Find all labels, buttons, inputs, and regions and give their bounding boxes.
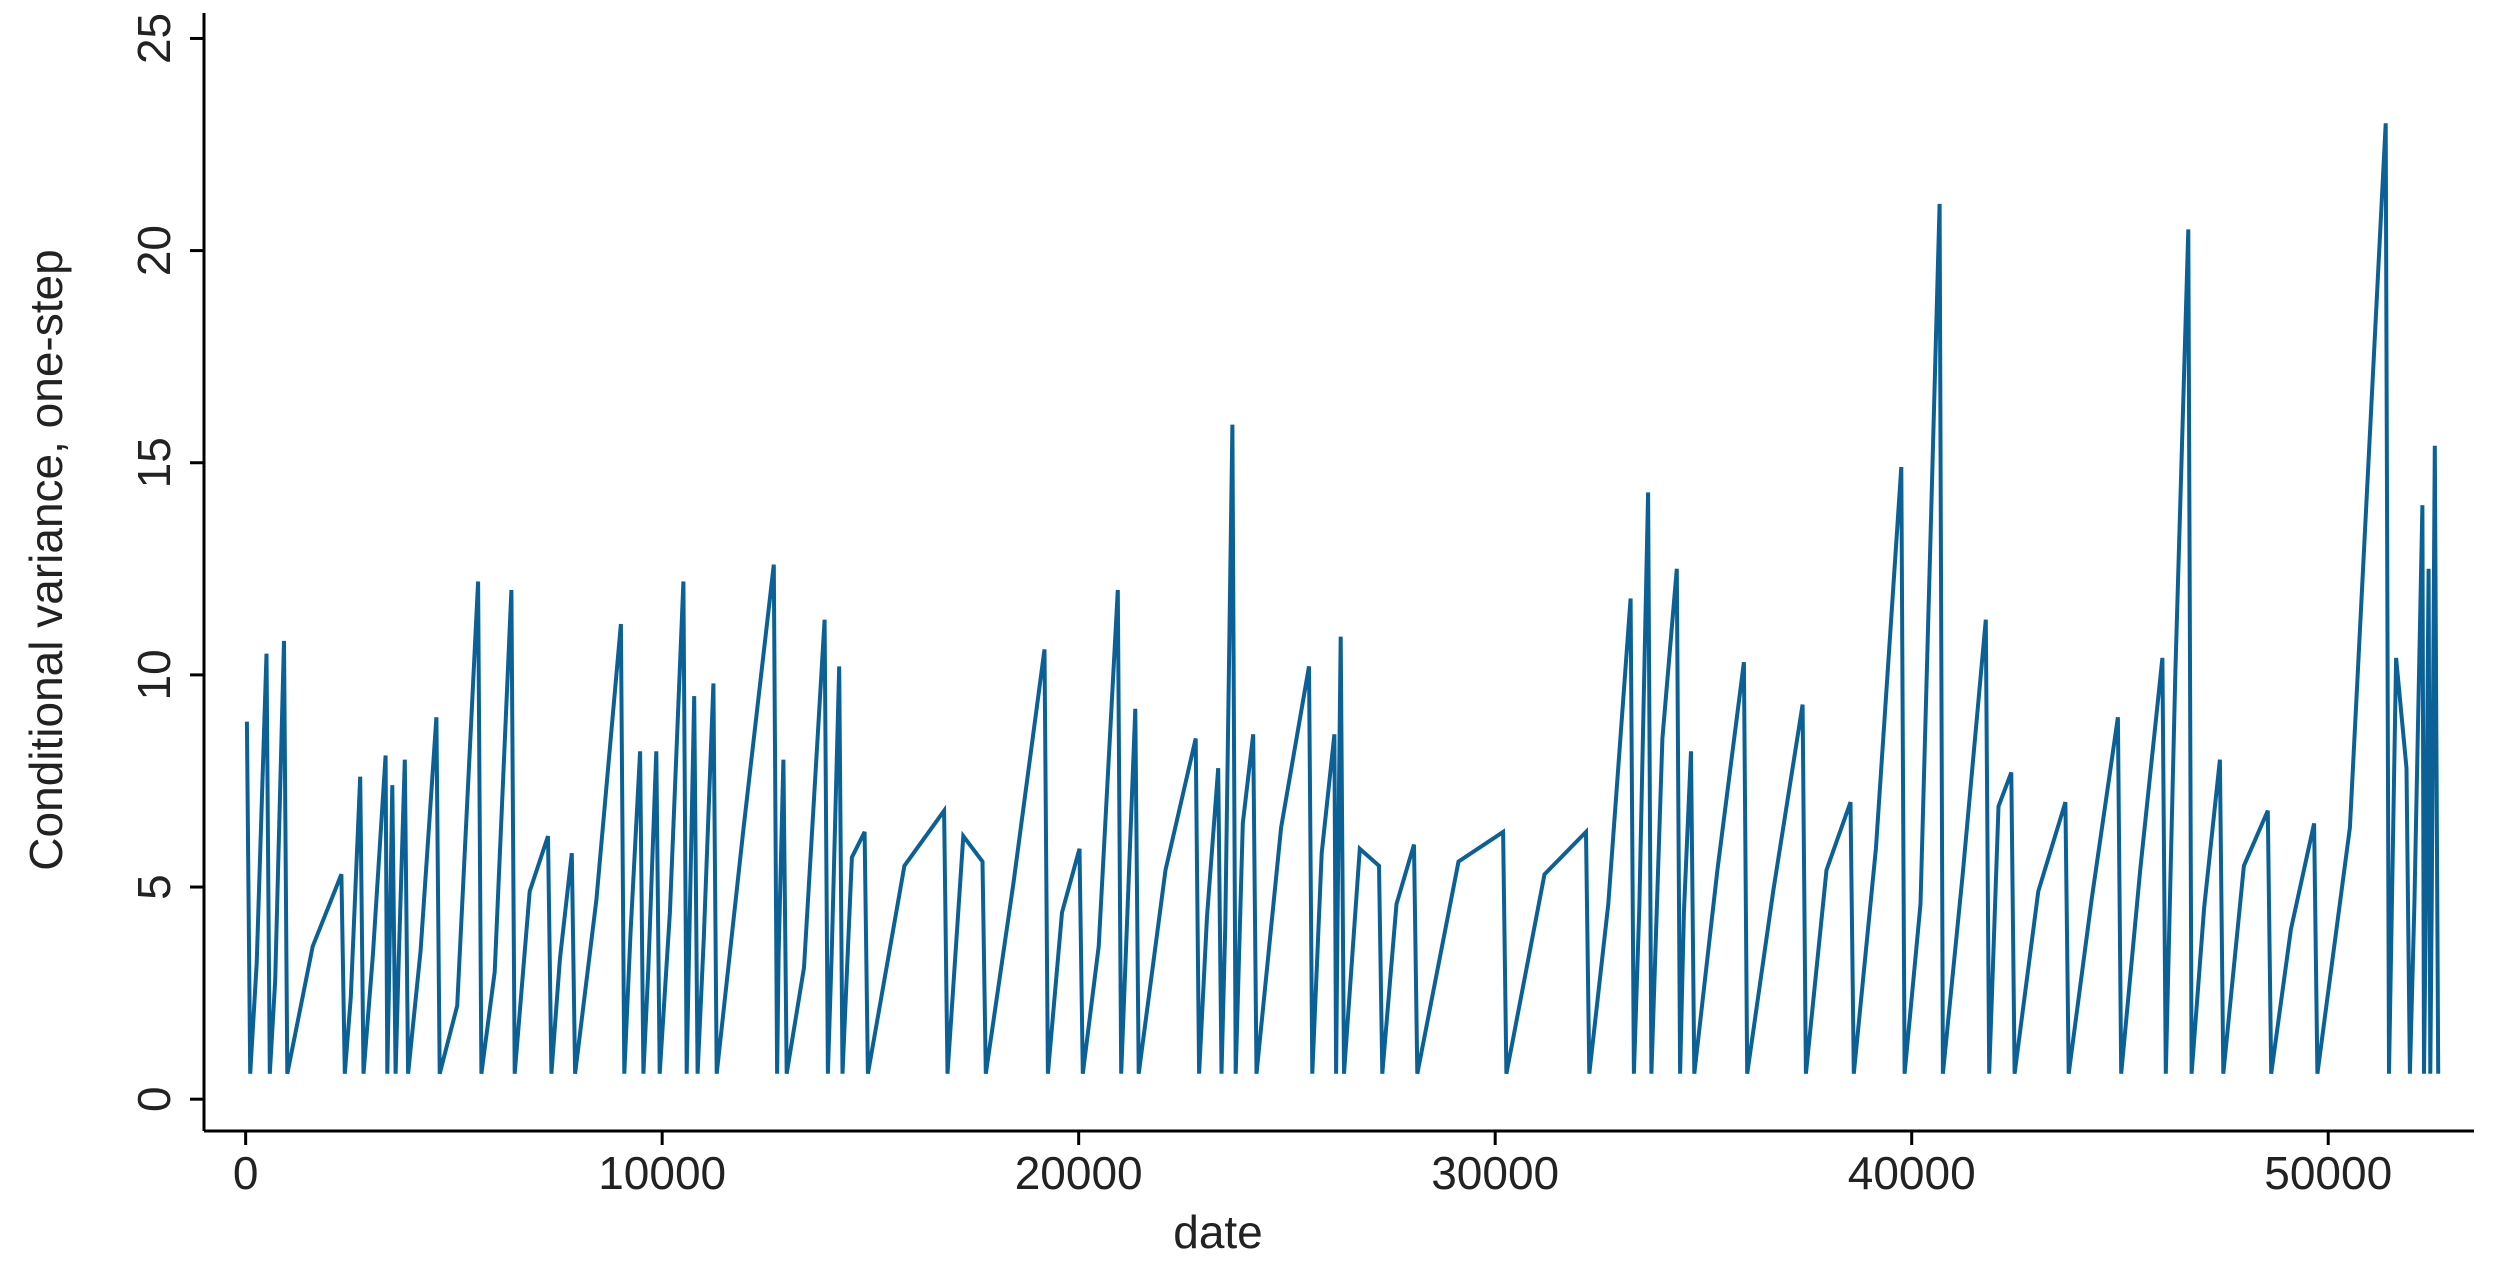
y-tick-label: 15 <box>128 437 180 488</box>
y-tick-label: 10 <box>128 649 180 700</box>
y-tick-label: 20 <box>128 225 180 276</box>
y-tick-label: 0 <box>128 1086 180 1112</box>
x-tick-label: 20000 <box>1015 1147 1143 1199</box>
y-tick-label: 5 <box>128 874 180 900</box>
x-tick-label: 10000 <box>598 1147 726 1199</box>
x-tick-label: 30000 <box>1431 1147 1559 1199</box>
y-tick-label: 25 <box>128 13 180 64</box>
x-tick-label: 50000 <box>2264 1147 2392 1199</box>
x-tick-label: 40000 <box>1848 1147 1976 1199</box>
x-axis-label: date <box>1173 1206 1263 1258</box>
x-tick-label: 0 <box>233 1147 259 1199</box>
series-line <box>244 123 2441 1075</box>
y-axis-label: Conditional variance, one-step <box>20 249 72 870</box>
